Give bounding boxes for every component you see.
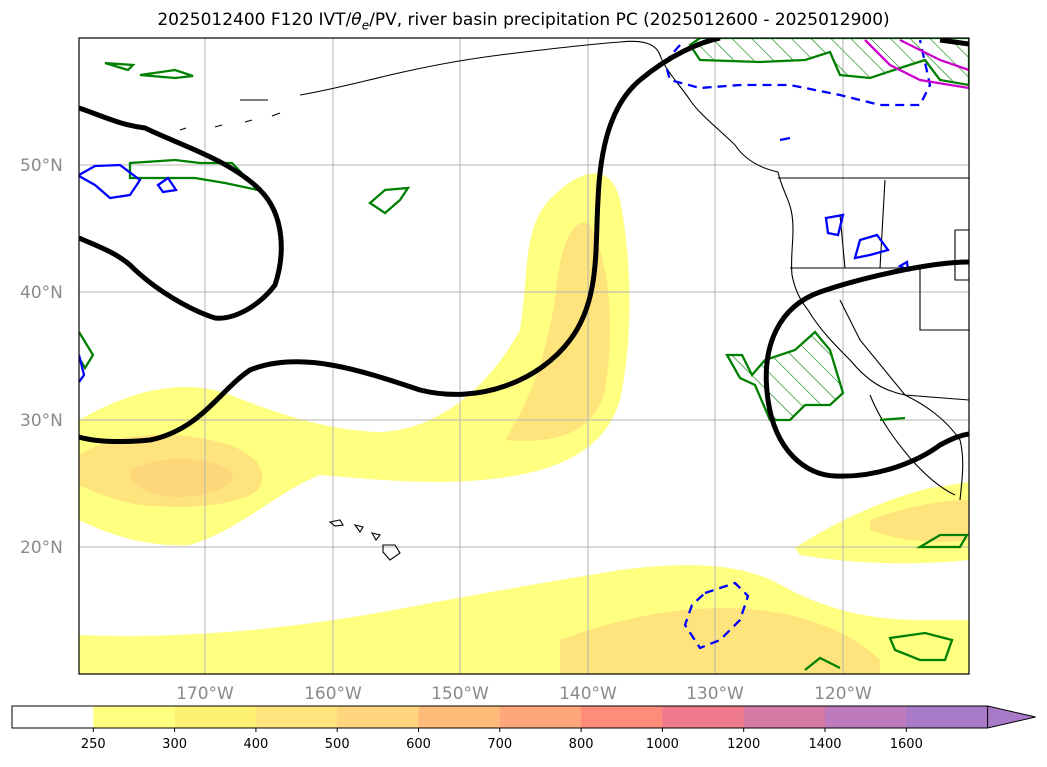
alaska-coast: [299, 40, 779, 173]
theta-contour-w2: [156, 176, 178, 194]
lon-label-120w: 120°W: [814, 684, 872, 704]
baja-coast: [869, 394, 956, 496]
colorbar-tick-label: 500: [325, 737, 350, 752]
lat-labels: 50°N 40°N 30°N 20°N: [20, 156, 63, 558]
ivt-shading: [79, 173, 969, 674]
precip-region-se-2: [804, 656, 841, 671]
lat-label-30: 30°N: [20, 411, 63, 431]
lon-label-160w: 160°W: [304, 684, 362, 704]
theta-contour-w3: [79, 354, 86, 383]
colorbar-tick-label: 800: [569, 737, 594, 752]
bc-coast: [777, 171, 964, 501]
ivt-band-north-core: [129, 458, 233, 497]
pv-contour-nw: [79, 105, 284, 321]
precip-region-small-1: [104, 61, 136, 72]
colorbar-segment: [337, 706, 419, 728]
hawaii-1: [328, 519, 344, 527]
lon-labels: 170°W 160°W 150°W 140°W 130°W 120°W: [176, 684, 872, 704]
lon-label-130w: 130°W: [686, 684, 744, 704]
colorbar-tick-label: 400: [243, 737, 268, 752]
precip-contours: [79, 38, 969, 671]
ivt-band-south-mid: [560, 608, 880, 674]
map-frame: [78, 37, 970, 675]
precip-region-nw: [128, 158, 262, 192]
colorbar-tick-label: 600: [406, 737, 431, 752]
pv-contour-ne: [939, 38, 969, 47]
colorbar-segment: [418, 706, 501, 728]
colorbar-tick-label: 1400: [808, 737, 841, 752]
precip-region-small-2: [139, 68, 194, 80]
colorbar-tick-label: 1000: [646, 737, 679, 752]
colorbar-tick-label: 250: [81, 737, 106, 752]
aleutian-islands: [179, 99, 281, 131]
state-border-3: [839, 299, 969, 401]
map-layers: [79, 38, 969, 674]
lat-label-40: 40°N: [20, 283, 63, 303]
theta-contour-id: [824, 213, 845, 237]
colorbar-segment: [255, 706, 338, 728]
state-border-1: [790, 267, 969, 331]
colorbar-tick-label: 700: [487, 737, 512, 752]
lon-label-140w: 140°W: [559, 684, 617, 704]
colorbar-segment: [825, 706, 907, 728]
colorbar-segment: [662, 706, 745, 728]
hawaii-4: [382, 544, 401, 561]
precip-region-small-3: [368, 186, 411, 215]
theta-contour-nv: [853, 233, 890, 260]
precip-region-baja-small: [879, 416, 906, 422]
gridlines: [79, 38, 969, 674]
colorbar-segment: [174, 706, 257, 728]
lat-label-20: 20°N: [20, 538, 63, 558]
hawaii-3: [370, 532, 381, 541]
hawaii-2: [353, 524, 364, 534]
colorbar-segment: [499, 706, 582, 728]
colorbar-tick-label: 300: [162, 737, 187, 752]
map-title: 2025012400 F120 IVT/θe/PV, river basin p…: [157, 10, 890, 33]
precip-region-baja: [915, 533, 969, 549]
ivt-band-southeast-mid: [870, 500, 969, 542]
pv-contour-main: [79, 38, 721, 445]
lon-label-150w: 150°W: [431, 684, 489, 704]
colorbar-segment: [906, 706, 989, 728]
colorbar-extend-arrow: [987, 705, 1036, 729]
pv-contours: [79, 38, 969, 479]
colorbar-segment: [743, 706, 826, 728]
colorbar-tick-label: 1600: [890, 737, 923, 752]
colorbar-segment: [93, 706, 176, 728]
colorbar-tick-label: 1200: [727, 737, 760, 752]
lon-label-170w: 170°W: [176, 684, 234, 704]
colorbar-segment: [12, 706, 94, 728]
theta-contour-dashed-s: [683, 581, 750, 650]
theta-contour-ak: [779, 136, 791, 142]
lat-label-50: 50°N: [20, 156, 63, 176]
colorbar: 250 300 400 500 600 700 800 1000 1200 1400 1600: [11, 705, 1036, 752]
pv-contour-east: [763, 259, 969, 479]
theta-contour-w1: [79, 163, 142, 200]
precip-region-bc: [688, 38, 969, 87]
theta-contour-dashed-ne: [663, 39, 932, 107]
precip-region-ca: [725, 330, 845, 422]
magenta-contour: [864, 38, 969, 90]
colorbar-segment: [581, 706, 663, 728]
ivt-band-north-mid2: [505, 222, 610, 441]
coastlines: [179, 40, 969, 561]
precip-region-se-1: [888, 631, 954, 662]
